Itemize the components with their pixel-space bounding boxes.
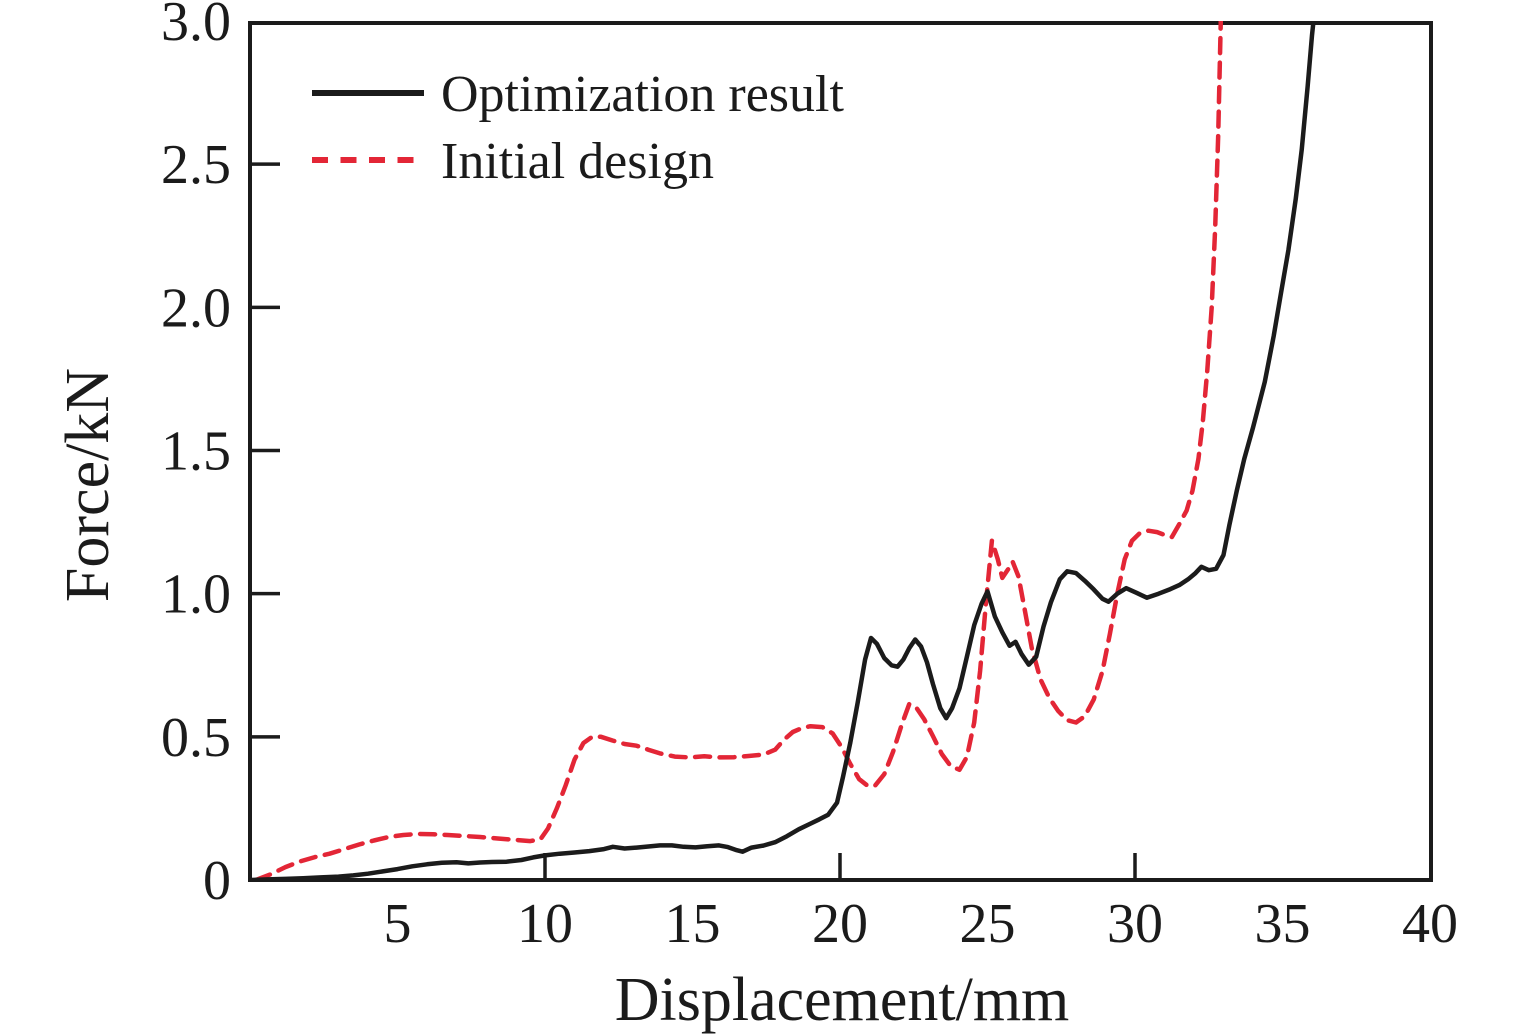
y-tick-label: 0 [203, 850, 231, 912]
y-tick-label: 2.0 [161, 277, 231, 339]
axis-tick-labels: 5 10 15 20 25 30 35 40 0 0.5 1.0 1.5 2.0 2.5 3.0 [161, 0, 1458, 955]
x-tick-label: 15 [665, 893, 721, 955]
x-tick-label: 30 [1107, 893, 1163, 955]
x-tick-label: 10 [517, 893, 573, 955]
x-tick-label: 40 [1402, 893, 1458, 955]
x-tick-label: 20 [812, 893, 868, 955]
optimization-result-line [250, 21, 1316, 880]
legend-label-initial-design: Initial design [441, 133, 714, 190]
initial-design-line [253, 21, 1224, 880]
x-tick-label: 5 [384, 893, 412, 955]
y-tick-label: 0.5 [161, 707, 231, 769]
x-tick-label: 35 [1255, 893, 1311, 955]
legend: Optimization result Initial design [312, 66, 844, 190]
y-tick-label: 1.5 [161, 421, 231, 483]
x-tick-label: 25 [960, 893, 1016, 955]
y-tick-label: 1.0 [161, 564, 231, 626]
y-tick-label: 2.5 [161, 134, 231, 196]
y-axis-title: Force/kN [54, 368, 122, 602]
legend-label-optimization-result: Optimization result [441, 66, 844, 123]
y-tick-label: 3.0 [161, 0, 231, 53]
plot-frame [248, 21, 1433, 882]
axis-ticks [252, 162, 1137, 878]
x-axis-title: Displacement/mm [615, 966, 1070, 1034]
